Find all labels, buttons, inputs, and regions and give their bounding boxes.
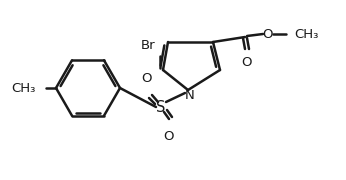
Text: CH₃: CH₃ [294,28,318,40]
Text: S: S [156,100,166,114]
Text: Br: Br [140,39,155,52]
Text: O: O [142,72,152,85]
Text: O: O [164,130,174,143]
Text: O: O [242,56,252,69]
Text: CH₃: CH₃ [12,82,36,94]
Text: O: O [263,28,273,40]
Text: N: N [185,89,195,102]
